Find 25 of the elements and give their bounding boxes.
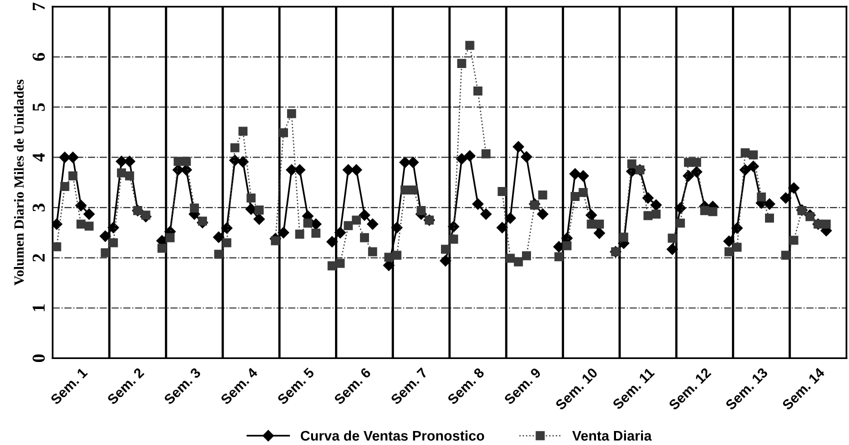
y-tick-label: 3 (32, 204, 45, 212)
y-tick-label: 5 (32, 103, 45, 111)
x-tick-label: Sem. 6 (333, 367, 372, 406)
x-tick-label: Sem. 8 (446, 367, 485, 406)
x-tick-label: Sem. 7 (390, 367, 428, 406)
legend-label: Curva de Ventas Pronostico (300, 430, 484, 441)
x-tick-label: Sem. 14 (782, 366, 826, 411)
y-tick-label: 0 (32, 354, 45, 362)
x-tick-label: Sem. 2 (106, 367, 145, 406)
x-tick-label: Sem. 12 (668, 367, 712, 411)
x-tick-label: Sem. 10 (554, 367, 598, 411)
y-tick-label: 2 (32, 254, 45, 262)
x-tick-label: Sem. 11 (612, 367, 655, 410)
x-tick-label: Sem. 13 (724, 367, 768, 411)
y-axis-title: Volumen Diario Miles de Unidades (14, 80, 24, 286)
y-tick-label: 1 (32, 304, 45, 312)
y-tick-label: 7 (32, 2, 45, 10)
x-tick-label: Sem. 9 (503, 367, 542, 406)
x-tick-label: Sem. 1 (50, 367, 88, 406)
x-tick-label: Sem. 3 (163, 367, 202, 406)
y-tick-label: 6 (32, 52, 45, 61)
x-tick-label: Sem. 5 (276, 367, 315, 406)
legend-label: Venta Diaria (572, 430, 652, 441)
y-tick-label: 4 (32, 153, 45, 162)
x-tick-label: Sem. 4 (220, 366, 258, 406)
